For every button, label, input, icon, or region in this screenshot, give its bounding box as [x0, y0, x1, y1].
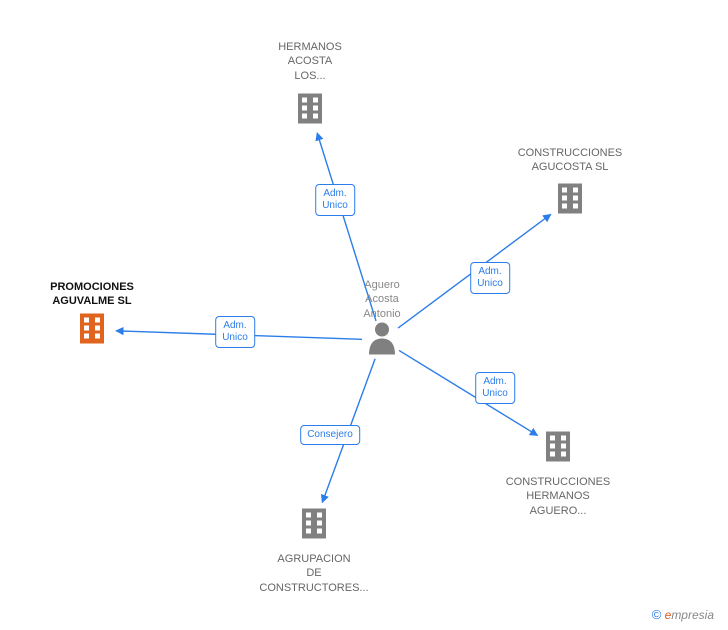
copyright-symbol: © — [652, 607, 662, 622]
node-label: CONSTRUCCIONES HERMANOS AGUERO... — [506, 475, 611, 518]
building-icon — [552, 180, 588, 221]
edge-label: Adm. Unico — [475, 372, 515, 404]
edge-label: Adm. Unico — [215, 316, 255, 348]
brand-name: empresia — [665, 608, 714, 622]
node-label: HERMANOS ACOSTA LOS... — [278, 40, 342, 83]
footer-attribution: © empresia — [652, 607, 714, 622]
building-icon — [296, 505, 332, 546]
node-label: AGRUPACION DE CONSTRUCTORES... — [259, 552, 368, 595]
person-icon — [367, 321, 397, 360]
edge-label: Adm. Unico — [470, 262, 510, 294]
building-icon — [74, 310, 110, 351]
node-label: PROMOCIONES AGUVALME SL — [50, 280, 134, 309]
diagram-canvas: Aguero Acosta Antonio © empresia Adm. Un… — [0, 0, 728, 630]
node-label: CONSTRUCCIONES AGUCOSTA SL — [518, 146, 623, 175]
building-icon — [540, 428, 576, 469]
building-icon — [292, 90, 328, 131]
edge-line — [399, 350, 537, 435]
edge-label: Consejero — [300, 425, 360, 445]
center-node-label: Aguero Acosta Antonio — [363, 278, 400, 321]
edge-label: Adm. Unico — [315, 184, 355, 216]
